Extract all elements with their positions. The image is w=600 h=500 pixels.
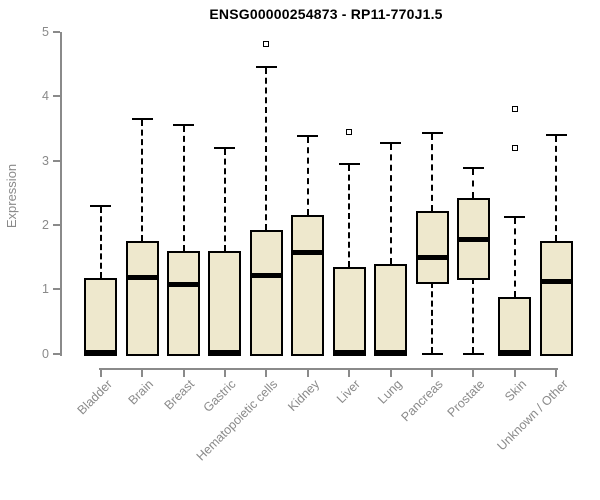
x-tick [389,370,392,377]
boxplot-median [539,279,573,285]
category-label: Kidney [284,377,322,414]
boxplot-box [374,263,408,356]
y-tick [53,159,60,162]
x-tick [306,370,309,377]
whisker-cap-low [421,352,443,355]
y-tick [53,352,60,355]
y-tick-label: 4 [42,89,49,104]
category-label: Breast [161,377,198,413]
boxplot-box [208,250,242,356]
category-label: Prostate [444,377,488,420]
whisker-cap-high [462,167,484,170]
boxplot-box [415,210,449,284]
whisker-cap-high [504,216,526,219]
y-tick-label: 0 [42,346,49,361]
boxplot-median [374,349,408,355]
whisker-cap-high [297,135,319,138]
whisker-line-high [265,68,268,231]
x-tick [513,370,516,377]
boxplot-box [167,250,201,356]
whisker-cap-high [90,204,112,207]
boxplot-median [291,250,325,256]
whisker-line-high [389,144,392,264]
category-label: Hematopoietic cells [193,377,281,464]
x-tick [472,370,475,377]
x-tick [265,370,268,377]
boxplot-box [125,241,159,356]
boxplot-box [539,241,573,356]
x-tick [99,370,102,377]
boxplot-median [332,349,366,355]
y-tick [53,31,60,33]
category-label: Brain [125,377,157,408]
whisker-line-high [182,126,185,251]
x-tick [223,370,226,377]
whisker-line-high [99,206,102,278]
chart-title: ENSG00000254873 - RP11-770J1.5 [209,6,443,22]
outlier-point [511,106,518,113]
whisker-line-low [472,278,475,353]
whisker-cap-high [545,133,567,136]
outlier-point [263,40,270,47]
x-tick [431,370,434,377]
outlier-point [346,128,353,135]
whisker-cap-high [255,66,277,69]
whisker-cap-high [214,146,236,149]
whisker-line-high [472,169,475,198]
whisker-line-high [555,135,558,242]
y-tick-label: 5 [42,25,49,39]
y-axis-label: Expression [4,163,19,229]
whisker-line-high [141,119,144,242]
y-axis-line [60,32,62,356]
boxplot-box [84,277,118,356]
whisker-cap-high [380,142,402,145]
boxplot-box [332,266,366,356]
boxplot-box [249,230,283,356]
whisker-line-high [223,148,226,251]
y-tick [53,288,60,291]
boxplot-median [84,349,118,355]
boxplot-median [498,349,532,355]
boxplot-box [291,215,325,356]
whisker-cap-low [462,352,484,355]
category-label: Gastric [200,377,239,415]
category-label: Skin [501,377,529,405]
whisker-cap-high [338,162,360,165]
boxplot-median [167,281,201,287]
category-label: Liver [334,377,364,407]
boxplot-median [249,272,283,278]
category-label: Unknown / Other [494,377,571,454]
y-tick-label: 3 [42,153,49,168]
x-tick [555,370,558,377]
boxplot-median [456,237,490,243]
y-tick-label: 2 [42,217,49,232]
whisker-line-low [431,281,434,353]
whisker-cap-high [131,117,153,120]
boxplot-median [208,349,242,355]
y-tick [53,223,60,226]
boxplot-box [498,296,532,356]
x-tick [348,370,351,377]
whisker-line-high [431,133,434,211]
x-tick [182,370,185,377]
whisker-line-high [306,137,309,216]
whisker-cap-high [421,131,443,134]
whisker-cap-high [173,124,195,127]
x-tick [141,370,144,377]
whisker-line-high [513,218,516,297]
outlier-point [511,144,518,151]
y-tick [53,95,60,98]
boxplot-median [415,254,449,260]
y-tick-label: 1 [42,282,49,297]
whisker-line-high [348,164,351,267]
category-label: Lung [374,377,405,407]
boxplot-median [125,275,159,281]
category-label: Bladder [74,377,115,418]
category-label: Pancreas [398,377,446,425]
x-axis-line [98,368,559,370]
